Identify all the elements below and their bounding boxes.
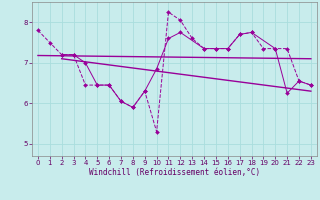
X-axis label: Windchill (Refroidissement éolien,°C): Windchill (Refroidissement éolien,°C) [89,168,260,177]
